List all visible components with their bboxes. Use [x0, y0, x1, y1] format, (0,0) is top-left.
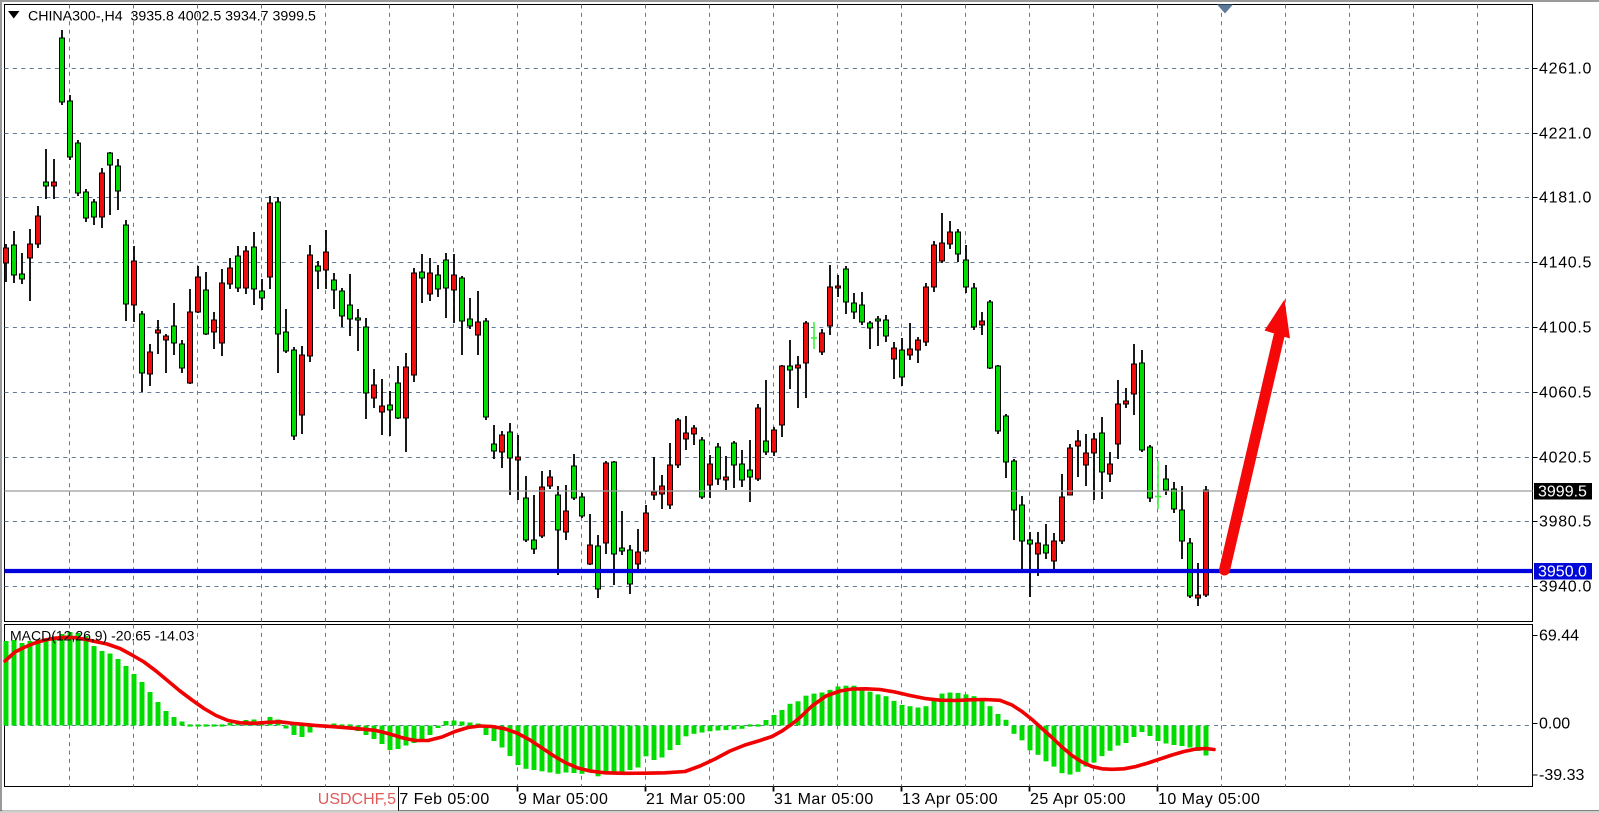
svg-text:21 Mar 05:00: 21 Mar 05:00 — [646, 791, 746, 808]
svg-text:4060.5: 4060.5 — [1539, 385, 1592, 402]
svg-text:31 Mar 05:00: 31 Mar 05:00 — [774, 791, 874, 808]
svg-text:CHINA300-,H4 3935.8 4002.5 39: CHINA300-,H4 3935.8 4002.5 3934.7 3999.5 — [28, 9, 316, 25]
svg-text:25 Apr 05:00: 25 Apr 05:00 — [1030, 791, 1126, 808]
svg-text:10 May 05:00: 10 May 05:00 — [1158, 791, 1260, 808]
svg-text:4221.0: 4221.0 — [1539, 126, 1592, 143]
svg-text:3980.5: 3980.5 — [1539, 514, 1592, 531]
svg-text:3999.5: 3999.5 — [1538, 484, 1587, 501]
svg-text:MACD(12,26,9) -20.65 -14.03: MACD(12,26,9) -20.65 -14.03 — [10, 628, 195, 644]
svg-text:17 Feb 05:00: 17 Feb 05:00 — [390, 791, 490, 808]
svg-text:-39.33: -39.33 — [1539, 767, 1584, 784]
svg-text:9 Mar 05:00: 9 Mar 05:00 — [518, 791, 608, 808]
svg-text:3950.0: 3950.0 — [1538, 564, 1587, 581]
svg-text:4140.5: 4140.5 — [1539, 255, 1592, 272]
svg-text:3940.0: 3940.0 — [1539, 579, 1592, 596]
svg-text:4261.0: 4261.0 — [1539, 61, 1592, 78]
svg-text:4181.0: 4181.0 — [1539, 190, 1592, 207]
svg-text:13 Apr 05:00: 13 Apr 05:00 — [902, 791, 998, 808]
svg-text:0.00: 0.00 — [1539, 716, 1570, 733]
svg-text:4020.5: 4020.5 — [1539, 450, 1592, 467]
svg-text:USDCHF,5: USDCHF,5 — [318, 791, 396, 808]
svg-text:4100.5: 4100.5 — [1539, 320, 1592, 337]
svg-text:69.44: 69.44 — [1539, 628, 1579, 645]
